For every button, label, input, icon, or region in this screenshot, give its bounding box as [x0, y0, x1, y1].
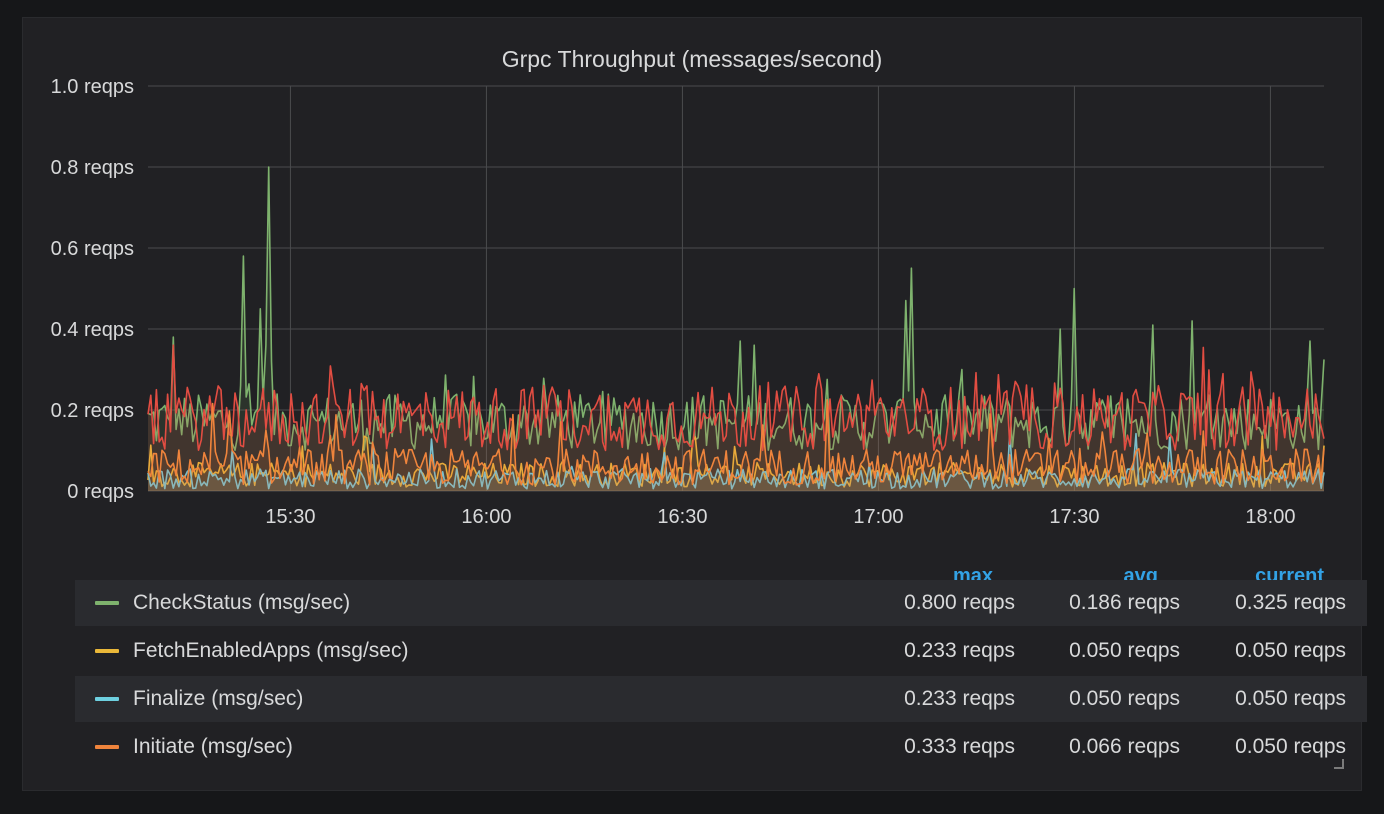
legend-value-current: 0.050 reqps [1235, 687, 1346, 710]
throughput-chart[interactable]: 0 reqps 0.2 reqps 0.4 reqps 0.6 reqps 0.8 re… [23, 18, 1363, 548]
legend-row[interactable]: Initiate (msg/sec) 0.333 reqps 0.066 reqps… [75, 724, 1367, 770]
panel-title[interactable]: Grpc Throughput (messages/second) [501, 46, 883, 72]
legend-series-name[interactable]: FetchEnabledApps (msg/sec) [133, 639, 409, 662]
legend-value-avg: 0.050 reqps [1069, 687, 1180, 710]
legend-value-avg: 0.050 reqps [1069, 639, 1180, 662]
x-tick-label: 15:30 [265, 506, 315, 528]
legend-color-swatch[interactable] [95, 697, 119, 701]
y-tick-label: 0.6 reqps [51, 238, 134, 260]
series-checkstatus-line [147, 166, 1325, 451]
legend-value-max: 0.333 reqps [904, 735, 1015, 758]
legend-row[interactable]: CheckStatus (msg/sec) 0.800 reqps 0.186 re… [75, 580, 1367, 626]
legend-series-name[interactable]: CheckStatus (msg/sec) [133, 591, 351, 614]
legend-value-avg: 0.066 reqps [1069, 735, 1180, 758]
series-red-line [147, 344, 1325, 452]
legend-value-max: 0.233 reqps [904, 639, 1015, 662]
x-tick-label: 18:00 [1245, 506, 1295, 528]
series-initiate-area [148, 399, 1324, 491]
x-tick-label: 16:30 [657, 506, 707, 528]
legend-value-current: 0.050 reqps [1235, 639, 1346, 662]
graph-panel: Grpc Throughput (messages/second) 0 reqp… [22, 17, 1367, 791]
resize-handle[interactable] [1334, 759, 1344, 769]
y-tick-label: 0.8 reqps [51, 157, 134, 179]
legend-value-max: 0.233 reqps [904, 687, 1015, 710]
legend-row[interactable]: Finalize (msg/sec) 0.233 reqps 0.050 reqps… [75, 676, 1367, 722]
y-tick-label: 0.4 reqps [51, 319, 134, 341]
series-initiate-line [147, 399, 1325, 486]
series-red-area [148, 345, 1324, 491]
legend-value-max: 0.800 reqps [904, 591, 1015, 614]
legend-value-current: 0.050 reqps [1235, 735, 1346, 758]
legend-color-swatch[interactable] [95, 649, 119, 653]
legend-color-swatch[interactable] [95, 601, 119, 605]
legend-row[interactable]: FetchEnabledApps (msg/sec) 0.233 reqps 0.0… [75, 628, 1367, 674]
y-tick-label: 1.0 reqps [51, 76, 134, 98]
x-tick-label: 17:30 [1049, 506, 1099, 528]
y-tick-label: 0.2 reqps [51, 400, 134, 422]
legend-color-swatch[interactable] [95, 745, 119, 749]
x-tick-label: 17:00 [853, 506, 903, 528]
legend-value-current: 0.325 reqps [1235, 591, 1346, 614]
x-tick-label: 16:00 [461, 506, 511, 528]
y-tick-label: 0 reqps [67, 481, 134, 503]
legend-series-name[interactable]: Initiate (msg/sec) [133, 735, 293, 758]
legend-value-avg: 0.186 reqps [1069, 591, 1180, 614]
legend-series-name[interactable]: Finalize (msg/sec) [133, 687, 304, 710]
